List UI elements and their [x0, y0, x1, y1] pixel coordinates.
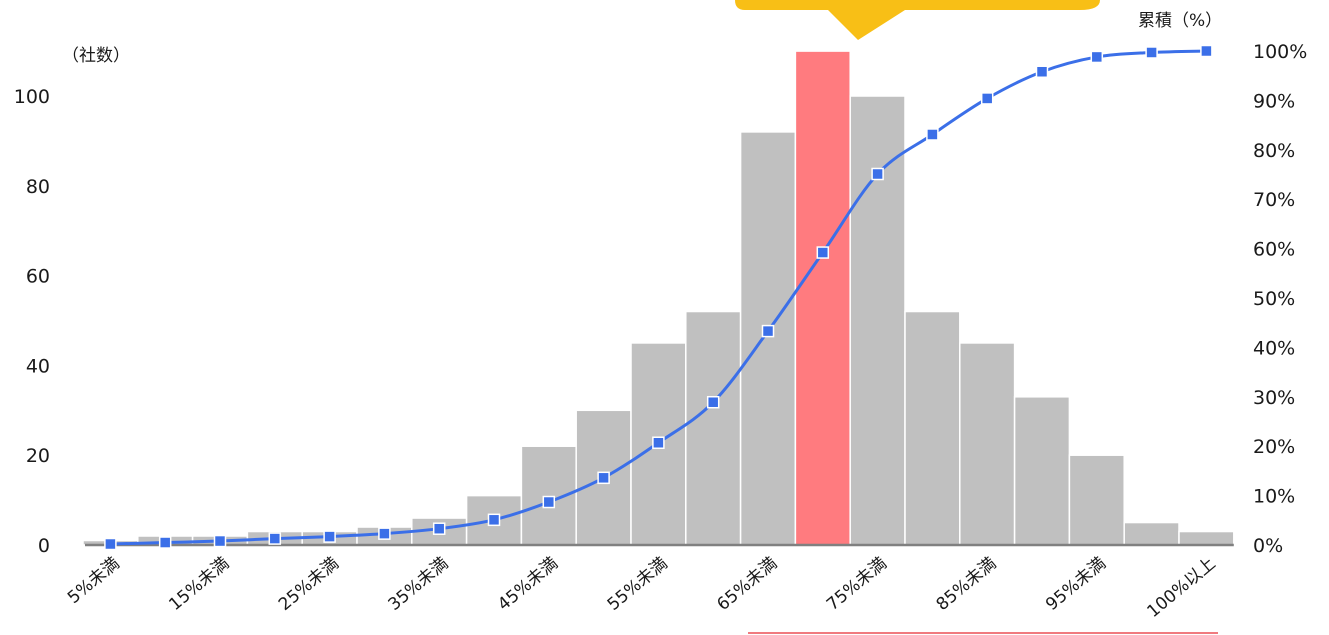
right-y-tick-label: 20% — [1253, 436, 1295, 458]
cumulative-marker — [597, 471, 610, 485]
cumulative-marker — [158, 536, 172, 549]
x-tick-label: 100%以上 — [1143, 554, 1219, 622]
cumulative-marker — [1200, 44, 1213, 58]
bar — [1178, 530, 1235, 546]
x-tick-label: 5%未満 — [64, 554, 124, 609]
left-y-tick-label: 60 — [26, 266, 50, 288]
bar — [849, 95, 906, 546]
x-tick-label: 35%未満 — [385, 554, 453, 615]
cumulative-marker — [432, 522, 446, 535]
right-y-tick-label: 30% — [1253, 387, 1295, 409]
right-y-tick-label: 50% — [1253, 288, 1295, 310]
cumulative-marker — [1035, 65, 1049, 78]
left-y-tick-label: 80 — [26, 176, 50, 198]
cumulative-marker — [652, 436, 665, 449]
right-y-tick-label: 10% — [1253, 486, 1295, 508]
right-y-tick-label: 70% — [1253, 189, 1295, 211]
x-tick-label: 65%未満 — [713, 554, 781, 615]
cumulative-line-layer — [104, 44, 1213, 551]
cumulative-marker — [706, 395, 720, 409]
bar — [685, 310, 742, 546]
right-y-tick-label: 90% — [1253, 90, 1295, 112]
bar-highlight — [794, 50, 851, 546]
x-tick-label: 45%未満 — [494, 554, 562, 615]
cumulative-marker — [542, 495, 556, 509]
x-tick-label: 15%未満 — [165, 554, 233, 615]
left-y-axis-ticks: 0 20 40 60 80 100 — [14, 86, 50, 557]
bar — [1013, 396, 1071, 546]
x-tick-label: 25%未満 — [275, 554, 343, 615]
x-tick-label: 75%未満 — [823, 554, 891, 615]
cumulative-marker — [926, 128, 939, 141]
cumulative-marker — [213, 534, 227, 548]
cumulative-marker — [268, 532, 282, 545]
bar — [1068, 454, 1125, 546]
cumulative-marker — [1145, 46, 1158, 59]
left-axis-unit-label: （社数） — [62, 46, 130, 66]
cumulative-marker — [871, 167, 884, 181]
callout-box — [735, 0, 1100, 40]
cumulative-marker — [1090, 50, 1104, 64]
cumulative-marker — [104, 537, 117, 551]
bar — [959, 342, 1016, 546]
right-y-tick-label: 60% — [1253, 239, 1295, 261]
x-tick-label: 85%未満 — [933, 554, 1001, 615]
right-y-tick-label: 100% — [1253, 41, 1307, 63]
left-y-tick-label: 100 — [14, 86, 50, 108]
bar — [739, 131, 797, 546]
x-axis-ticks: 5%未満 15%未満 25%未満 35%未満 45%未満 55%未満 65%未満 75%未満 8… — [64, 554, 1220, 622]
cumulative-marker — [487, 513, 501, 527]
cumulative-marker — [816, 246, 830, 259]
x-tick-label: 55%未満 — [604, 554, 672, 615]
cumulative-marker — [323, 530, 336, 543]
cumulative-marker — [378, 527, 391, 540]
left-y-tick-label: 20 — [26, 445, 50, 467]
cumulative-marker — [761, 324, 775, 338]
right-y-tick-label: 0% — [1253, 535, 1283, 557]
bar — [1123, 521, 1180, 546]
right-axis-unit-label: 累積（%） — [1138, 11, 1222, 31]
left-y-tick-label: 40 — [26, 355, 50, 377]
left-y-tick-label: 0 — [38, 535, 50, 557]
right-y-axis-ticks: 0% 10% 20% 30% 40% 50% 60% 70% 80% 90% 100% — [1253, 41, 1307, 557]
bar — [904, 310, 961, 546]
cumulative-line — [110, 49, 1207, 546]
cumulative-marker — [980, 92, 994, 105]
x-tick-label: 95%未満 — [1042, 554, 1110, 615]
right-y-tick-label: 80% — [1253, 140, 1295, 162]
right-y-tick-label: 40% — [1253, 337, 1295, 359]
bars-layer — [82, 50, 1235, 546]
